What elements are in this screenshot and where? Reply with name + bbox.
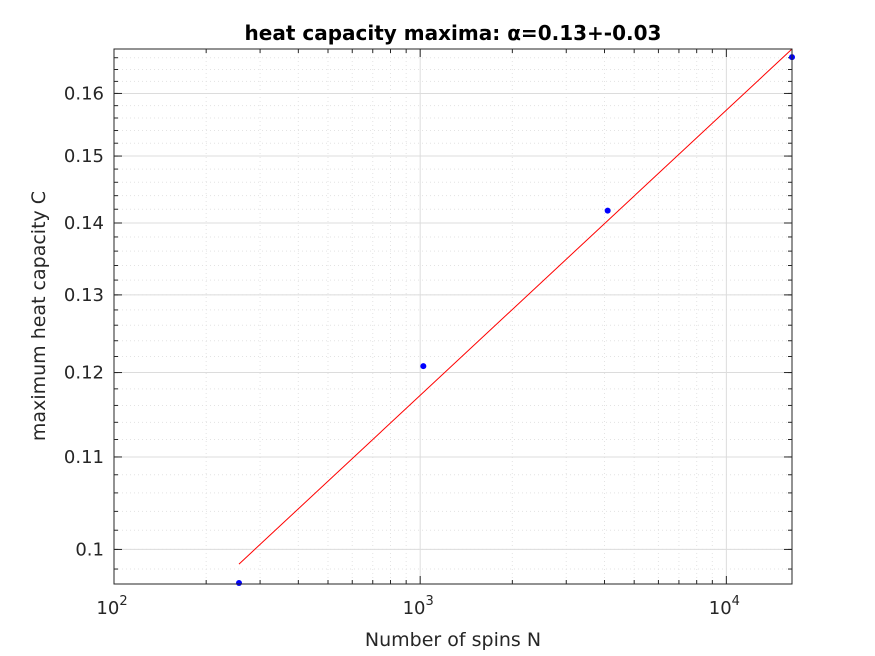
y-tick-label: 0.11 (64, 447, 104, 468)
y-tick-label: 0.16 (64, 83, 104, 104)
y-tick-label: 0.1 (75, 539, 104, 560)
data-point (235, 579, 242, 586)
axis-tick-labels: 102 103 104 0.1 0.11 0.12 0.13 0.14 0.15 0.16 (64, 83, 740, 619)
axes-box (113, 48, 793, 585)
data-point (420, 363, 427, 370)
x-tick-label: 102 (96, 594, 127, 619)
y-tick-label: 0.15 (64, 146, 104, 167)
y-tick-label: 0.13 (64, 285, 104, 306)
x-axis-label: Number of spins N (365, 629, 541, 651)
grid (113, 49, 792, 584)
y-tick-label: 0.12 (64, 363, 104, 384)
plot-area (114, 49, 792, 584)
data-point (604, 207, 611, 214)
x-tick-label: 104 (709, 594, 740, 619)
fit-line (238, 48, 793, 565)
y-axis-label: maximum heat capacity C (28, 191, 50, 441)
x-tick-label: 103 (403, 594, 434, 619)
y-tick-label: 0.14 (64, 213, 104, 234)
chart-title: heat capacity maxima: α=0.13+-0.03 (245, 21, 662, 45)
